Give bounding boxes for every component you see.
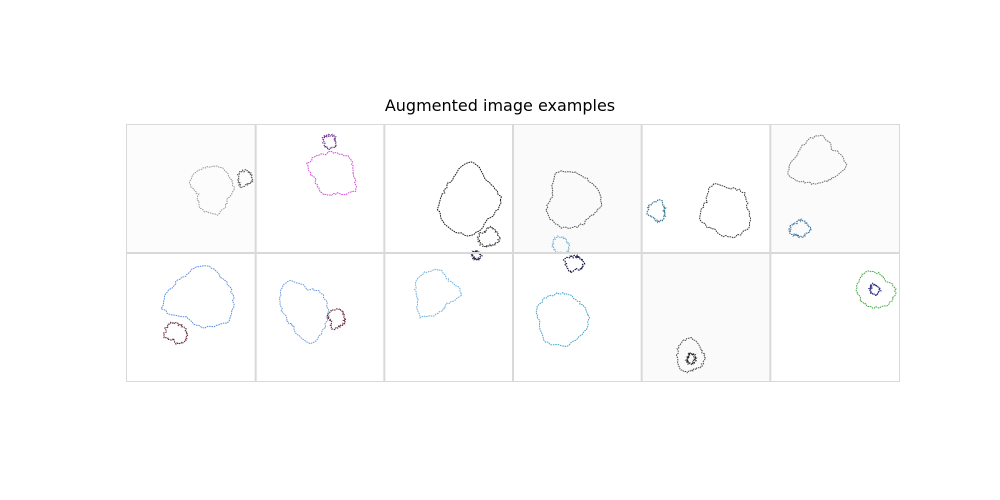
outline-shape-small bbox=[321, 133, 338, 151]
outline-shape-large bbox=[436, 161, 502, 237]
outline-shape-large bbox=[413, 268, 462, 319]
outline-shape-small bbox=[562, 253, 586, 274]
tile-background bbox=[770, 253, 899, 381]
image-tile-r0-c4 bbox=[641, 125, 771, 253]
outline-shape-large bbox=[278, 279, 330, 345]
outline-shape-large bbox=[188, 165, 235, 216]
image-tile-r0-c1 bbox=[255, 125, 385, 253]
outline-shape-large bbox=[305, 150, 358, 196]
outline-shape-large bbox=[676, 337, 707, 374]
tile-background bbox=[513, 125, 642, 253]
outline-shape-small bbox=[236, 168, 254, 189]
image-grid bbox=[126, 124, 900, 382]
outline-shape-small bbox=[469, 249, 483, 262]
image-tile-r1-c2 bbox=[384, 249, 513, 381]
outline-shape-small bbox=[787, 218, 812, 239]
outline-shape-large bbox=[160, 265, 235, 329]
tile-background bbox=[641, 125, 771, 253]
tile-background bbox=[641, 253, 771, 381]
outline-shape-large bbox=[535, 291, 591, 348]
image-tile-r1-c1 bbox=[255, 253, 385, 381]
outline-shape-large bbox=[855, 270, 897, 309]
image-tile-r1-c4 bbox=[641, 253, 771, 381]
outline-shape-small bbox=[162, 321, 189, 345]
outline-shape-small bbox=[476, 225, 501, 248]
outline-shape-small bbox=[326, 308, 347, 331]
figure-title: Augmented image examples bbox=[384, 96, 616, 115]
tile-background bbox=[127, 253, 256, 381]
outline-shape-small bbox=[867, 282, 883, 297]
tile-background bbox=[513, 253, 642, 381]
outline-shape-large bbox=[545, 170, 603, 229]
outline-shape-small bbox=[646, 198, 668, 224]
tile-background bbox=[384, 253, 513, 381]
outline-shape-large bbox=[787, 134, 848, 186]
tile-background bbox=[255, 125, 385, 253]
tile-background bbox=[127, 125, 256, 253]
image-tile-r0-c2 bbox=[384, 125, 513, 253]
image-tile-r1-c5 bbox=[770, 253, 899, 381]
tile-background bbox=[384, 125, 513, 253]
image-tile-r1-c0 bbox=[127, 253, 256, 381]
tile-background bbox=[255, 253, 385, 381]
image-tile-r0-c3 bbox=[513, 125, 642, 255]
tile-background bbox=[770, 125, 899, 253]
outline-shape-small bbox=[684, 351, 698, 366]
outline-shape-large bbox=[699, 183, 752, 239]
image-tile-r0-c5 bbox=[770, 125, 899, 253]
image-grid-canvas bbox=[127, 125, 899, 381]
image-tile-r0-c0 bbox=[127, 125, 256, 253]
image-tile-r1-c3 bbox=[513, 253, 642, 381]
